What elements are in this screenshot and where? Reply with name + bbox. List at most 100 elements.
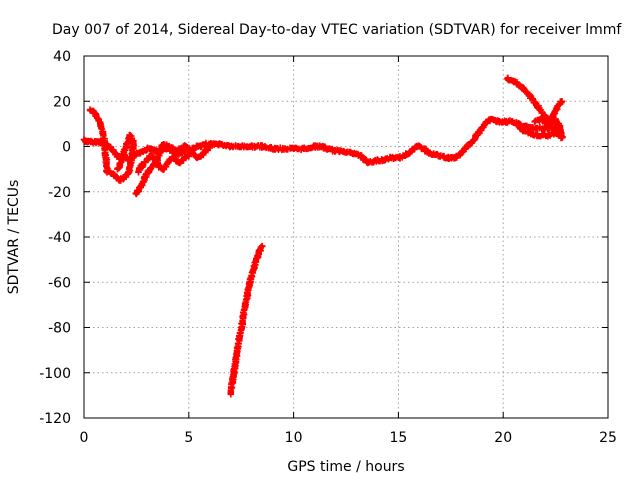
data-point xyxy=(556,122,563,130)
data-point xyxy=(363,159,371,166)
data-point xyxy=(508,118,515,125)
y-tick-label: -80 xyxy=(48,321,71,337)
marker-path-dropout-segment xyxy=(227,242,266,398)
data-point xyxy=(451,154,459,162)
data-point xyxy=(248,143,255,150)
data-point xyxy=(464,143,471,150)
x-tick-label: 20 xyxy=(494,430,512,446)
data-point xyxy=(130,138,137,146)
data-point xyxy=(420,145,427,152)
data-point xyxy=(323,145,331,152)
data-point xyxy=(126,131,134,139)
data-point xyxy=(407,147,415,155)
data-point xyxy=(332,147,339,155)
data-point xyxy=(483,118,490,125)
data-point xyxy=(141,174,148,182)
data-point xyxy=(189,150,197,157)
data-point xyxy=(95,116,102,123)
data-point xyxy=(520,127,528,134)
series-early-loop-a xyxy=(86,106,137,184)
data-point xyxy=(539,131,547,139)
data-point xyxy=(114,165,121,173)
data-point xyxy=(489,116,496,123)
data-point xyxy=(160,165,167,173)
y-tick-label: -20 xyxy=(48,185,71,201)
data-point xyxy=(546,131,553,139)
data-point xyxy=(193,154,201,162)
data-point xyxy=(210,141,218,148)
data-point xyxy=(185,145,192,152)
data-point xyxy=(529,95,536,103)
y-axis-label: SDTVAR / TECUs xyxy=(6,180,22,295)
data-point xyxy=(514,120,522,128)
data-point xyxy=(152,156,159,164)
data-point xyxy=(374,156,381,164)
data-point xyxy=(99,129,107,137)
data-point xyxy=(248,272,255,279)
data-point xyxy=(537,116,545,123)
data-point xyxy=(502,118,509,125)
grid-lines xyxy=(84,56,608,418)
data-point xyxy=(531,118,538,125)
y-tick-label: -40 xyxy=(48,230,71,246)
x-axis-ticks: 0 5 10 15 20 25 xyxy=(80,56,617,446)
data-point xyxy=(558,98,566,105)
data-point xyxy=(177,159,184,166)
data-point xyxy=(124,170,132,177)
data-point xyxy=(246,281,253,288)
data-point xyxy=(133,190,140,198)
data-point xyxy=(552,129,559,137)
data-point xyxy=(380,156,387,164)
data-point xyxy=(558,134,566,141)
data-point xyxy=(206,143,213,150)
data-point xyxy=(435,152,442,159)
data-point xyxy=(470,136,478,143)
data-point xyxy=(101,143,109,150)
data-point xyxy=(414,143,421,150)
data-point xyxy=(426,150,434,157)
data-point xyxy=(229,376,237,383)
data-point xyxy=(143,156,151,164)
y-tick-label: 0 xyxy=(62,140,71,156)
data-point xyxy=(112,172,119,180)
data-point xyxy=(135,168,142,175)
data-point xyxy=(120,174,128,182)
data-point xyxy=(235,335,243,343)
data-point xyxy=(91,109,98,116)
data-point xyxy=(279,145,287,152)
data-point xyxy=(102,156,110,164)
data-point xyxy=(168,145,176,152)
data-point xyxy=(458,150,465,157)
data-point xyxy=(269,145,276,152)
data-point xyxy=(256,247,264,254)
data-point xyxy=(250,265,257,272)
data-point xyxy=(254,251,262,259)
data-point xyxy=(533,125,540,132)
data-point xyxy=(231,362,239,370)
data-point xyxy=(217,141,224,148)
data-point xyxy=(227,389,234,397)
series-early-loop-c xyxy=(135,152,192,176)
data-point xyxy=(395,154,402,162)
data-point xyxy=(401,152,408,159)
data-point xyxy=(116,177,123,184)
data-point xyxy=(252,258,260,266)
data-point xyxy=(202,147,209,155)
data-point xyxy=(173,147,180,155)
data-point xyxy=(317,143,325,150)
data-point xyxy=(135,150,142,157)
data-point xyxy=(181,154,188,162)
data-point xyxy=(516,82,524,89)
data-point xyxy=(340,147,348,155)
data-point xyxy=(185,152,192,159)
data-point xyxy=(164,159,172,166)
x-tick-label: 10 xyxy=(285,430,303,446)
data-point xyxy=(198,143,205,150)
data-point xyxy=(516,125,524,132)
data-point xyxy=(554,102,561,109)
data-point xyxy=(476,127,484,134)
data-point xyxy=(495,118,503,125)
data-point xyxy=(87,107,94,114)
data-point xyxy=(156,150,163,157)
